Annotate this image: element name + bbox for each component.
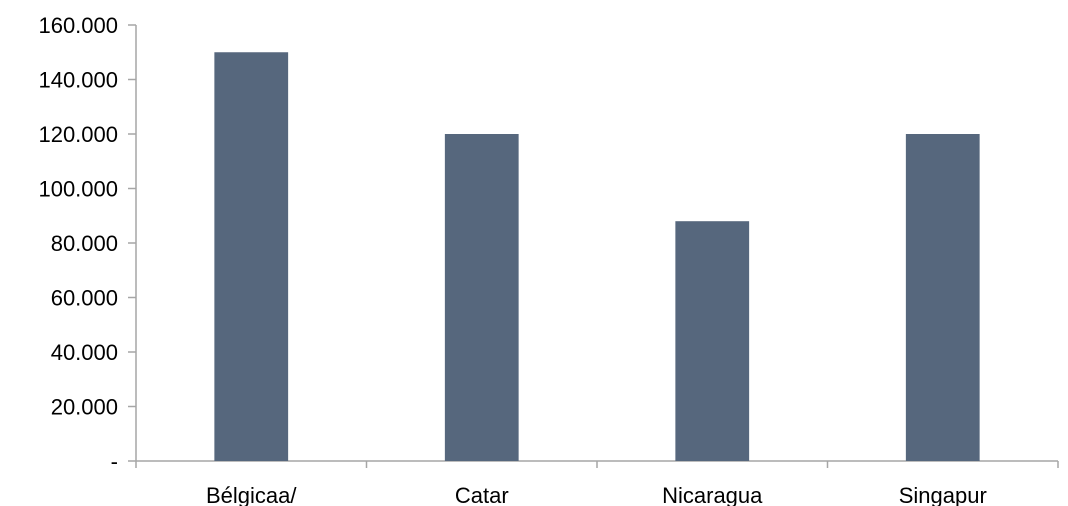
y-tick-label: 60.000: [51, 286, 118, 311]
bar: [905, 134, 980, 461]
y-axis: - 20.000 40.000 60.000 80.000 100.000 120.000 1…: [38, 13, 137, 474]
x-category-label: Bélgicaa/: [206, 483, 297, 506]
y-tick-label: 140.000: [38, 68, 118, 93]
x-axis: [135, 460, 1059, 468]
bars: [214, 52, 980, 461]
x-category-label: Catar: [455, 483, 509, 506]
y-tick-label: 80.000: [51, 231, 118, 256]
y-tick-label: -: [111, 449, 118, 474]
y-tick-label: 160.000: [38, 13, 118, 38]
y-tick-label: 20.000: [51, 395, 118, 420]
category-labels: Bélgicaa/Catar Nicaragua Singapur: [206, 483, 987, 506]
x-category-label: Nicaragua: [662, 483, 763, 506]
y-tick-label: 40.000: [51, 340, 118, 365]
y-tick-label: 120.000: [38, 122, 118, 147]
bar: [675, 221, 750, 461]
bar: [214, 52, 289, 461]
bar: [444, 134, 519, 461]
y-tick-label: 100.000: [38, 177, 118, 202]
x-category-label: Singapur: [899, 483, 987, 506]
